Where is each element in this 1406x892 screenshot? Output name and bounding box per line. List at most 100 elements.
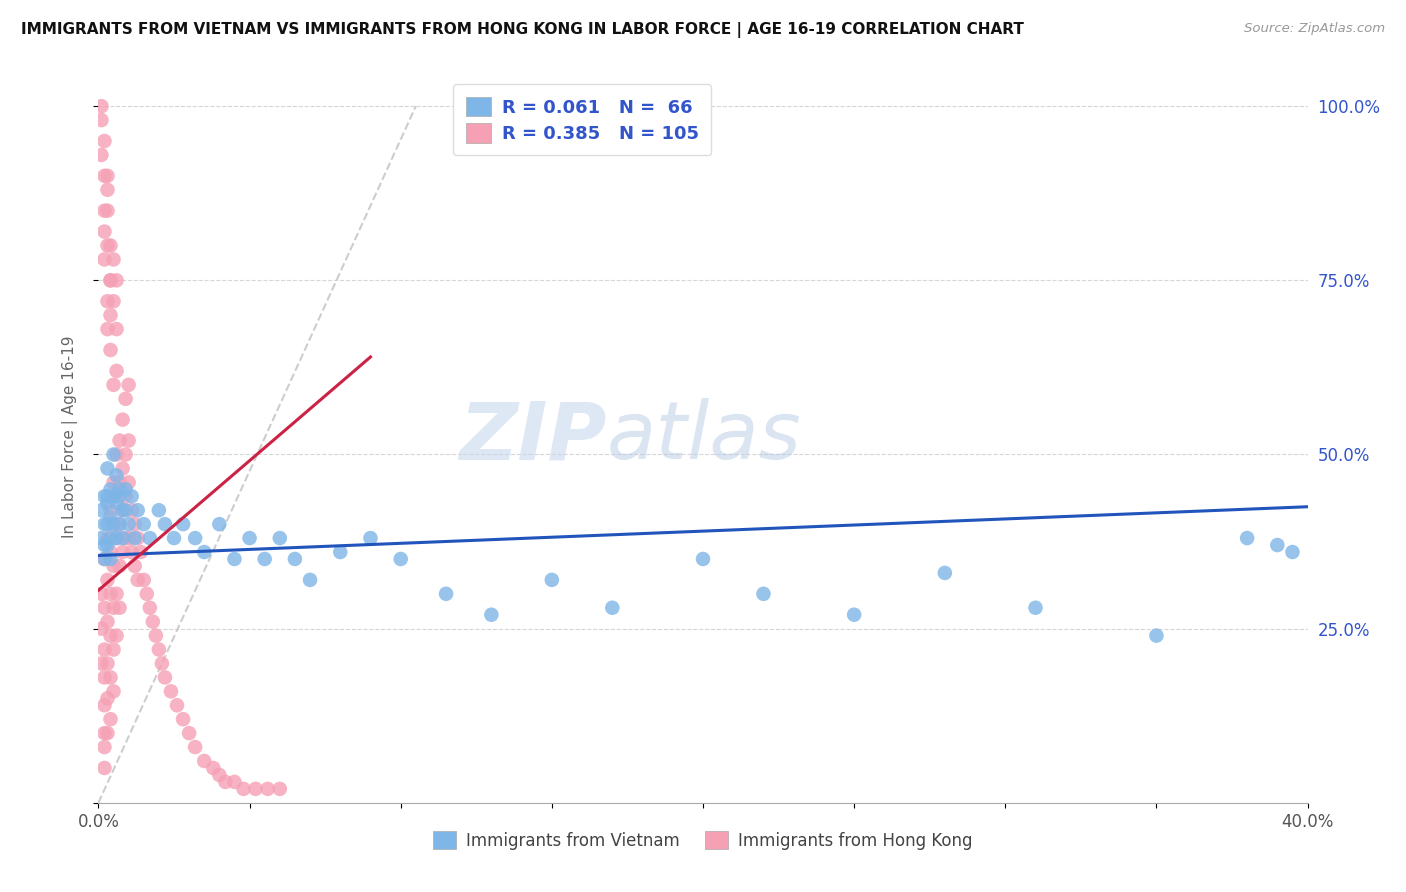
Point bbox=[121, 489, 143, 503]
Point bbox=[139, 600, 162, 615]
Point bbox=[111, 503, 134, 517]
Point bbox=[105, 322, 128, 336]
Point bbox=[844, 607, 866, 622]
Point bbox=[93, 169, 115, 183]
Point bbox=[179, 726, 201, 740]
Point bbox=[118, 377, 141, 392]
Point bbox=[127, 503, 149, 517]
Point bbox=[108, 517, 131, 532]
Point bbox=[105, 489, 128, 503]
Point bbox=[90, 503, 112, 517]
Point bbox=[96, 203, 118, 218]
Point bbox=[245, 781, 267, 796]
Point bbox=[166, 698, 188, 713]
Point bbox=[103, 475, 125, 490]
Point bbox=[93, 489, 115, 503]
Point bbox=[752, 587, 775, 601]
Point bbox=[90, 587, 112, 601]
Point bbox=[153, 517, 176, 532]
Point bbox=[93, 538, 115, 552]
Point bbox=[239, 531, 262, 545]
Point bbox=[96, 657, 118, 671]
Point bbox=[90, 657, 112, 671]
Point bbox=[93, 517, 115, 532]
Point bbox=[284, 552, 307, 566]
Point bbox=[100, 238, 122, 252]
Point bbox=[1024, 600, 1046, 615]
Point bbox=[111, 412, 134, 426]
Point bbox=[100, 552, 122, 566]
Point bbox=[1236, 531, 1258, 545]
Point bbox=[135, 587, 157, 601]
Point bbox=[96, 538, 118, 552]
Point bbox=[148, 503, 170, 517]
Point bbox=[105, 496, 128, 510]
Point bbox=[114, 489, 136, 503]
Point bbox=[96, 691, 118, 706]
Text: IMMIGRANTS FROM VIETNAM VS IMMIGRANTS FROM HONG KONG IN LABOR FORCE | AGE 16-19 : IMMIGRANTS FROM VIETNAM VS IMMIGRANTS FR… bbox=[21, 22, 1024, 38]
Point bbox=[96, 322, 118, 336]
Point bbox=[360, 531, 382, 545]
Point bbox=[105, 364, 128, 378]
Point bbox=[481, 607, 503, 622]
Point bbox=[132, 517, 155, 532]
Point bbox=[692, 552, 714, 566]
Point bbox=[108, 475, 131, 490]
Point bbox=[93, 726, 115, 740]
Point bbox=[90, 113, 112, 128]
Point bbox=[111, 503, 134, 517]
Point bbox=[114, 531, 136, 545]
Point bbox=[269, 781, 291, 796]
Text: ZIP: ZIP bbox=[458, 398, 606, 476]
Point bbox=[139, 531, 162, 545]
Point bbox=[114, 483, 136, 497]
Point bbox=[224, 552, 246, 566]
Point bbox=[93, 552, 115, 566]
Point bbox=[184, 531, 207, 545]
Point bbox=[163, 531, 186, 545]
Point bbox=[108, 483, 131, 497]
Point bbox=[118, 531, 141, 545]
Point bbox=[111, 545, 134, 559]
Point bbox=[100, 273, 122, 287]
Point bbox=[269, 531, 291, 545]
Point bbox=[96, 461, 118, 475]
Point bbox=[90, 99, 112, 113]
Point bbox=[224, 775, 246, 789]
Point bbox=[124, 531, 146, 545]
Point bbox=[434, 587, 457, 601]
Point bbox=[108, 434, 131, 448]
Point bbox=[121, 503, 143, 517]
Legend: Immigrants from Vietnam, Immigrants from Hong Kong: Immigrants from Vietnam, Immigrants from… bbox=[426, 824, 980, 856]
Point bbox=[121, 545, 143, 559]
Point bbox=[1267, 538, 1289, 552]
Point bbox=[93, 761, 115, 775]
Point bbox=[100, 510, 122, 524]
Point bbox=[96, 238, 118, 252]
Point bbox=[299, 573, 322, 587]
Point bbox=[105, 531, 128, 545]
Point bbox=[103, 684, 125, 698]
Point bbox=[96, 489, 118, 503]
Point bbox=[602, 600, 624, 615]
Point bbox=[93, 203, 115, 218]
Point bbox=[118, 517, 141, 532]
Point bbox=[1144, 629, 1167, 643]
Point bbox=[93, 252, 115, 267]
Point bbox=[103, 448, 125, 462]
Point bbox=[127, 531, 149, 545]
Point bbox=[93, 670, 115, 684]
Point bbox=[105, 531, 128, 545]
Point bbox=[208, 517, 231, 532]
Point bbox=[114, 448, 136, 462]
Point bbox=[103, 489, 125, 503]
Point bbox=[103, 252, 125, 267]
Point bbox=[108, 489, 131, 503]
Point bbox=[93, 552, 115, 566]
Point bbox=[96, 169, 118, 183]
Point bbox=[172, 517, 194, 532]
Point bbox=[93, 225, 115, 239]
Point bbox=[96, 615, 118, 629]
Point bbox=[129, 545, 152, 559]
Point bbox=[214, 775, 236, 789]
